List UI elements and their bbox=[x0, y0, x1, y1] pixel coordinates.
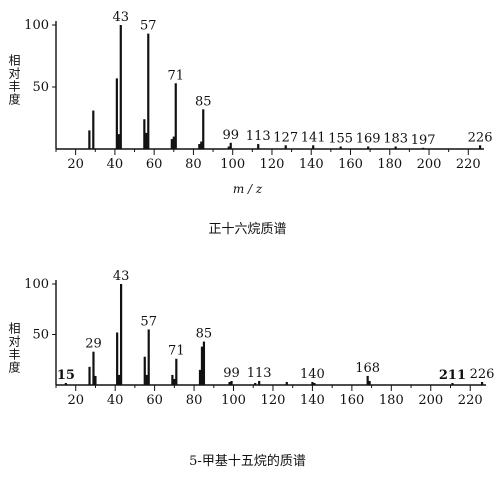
x-tick-label: 100 bbox=[220, 157, 245, 172]
peak-label: 43 bbox=[113, 10, 130, 25]
peak-label: 183 bbox=[383, 132, 408, 147]
y-axis-label: 相对丰度 bbox=[7, 322, 21, 374]
x-tick-label: 220 bbox=[458, 393, 483, 408]
x-tick-label: 100 bbox=[221, 393, 246, 408]
x-axis-label: m / z bbox=[232, 182, 263, 196]
x-tick-label: 20 bbox=[67, 393, 84, 408]
x-tick-label: 60 bbox=[146, 393, 163, 408]
chart-caption: 正十六烷质谱 bbox=[208, 222, 287, 237]
x-tick-label: 80 bbox=[185, 157, 202, 172]
peak-label: 226 bbox=[468, 130, 493, 145]
x-tick-label: 160 bbox=[339, 393, 364, 408]
x-tick-label: 40 bbox=[107, 157, 124, 172]
peak-label: 155 bbox=[328, 132, 353, 147]
peak-label: 226 bbox=[470, 367, 495, 382]
x-tick-label: 60 bbox=[146, 157, 163, 172]
peak-label: 85 bbox=[195, 94, 212, 109]
peak-label: 71 bbox=[168, 344, 185, 359]
spectrum-plot: 50 100 20 40 60 80 100 120 140 160 180 200 220 15 29 43… bbox=[24, 269, 495, 408]
chart-caption: 5-甲基十五烷的质谱 bbox=[189, 454, 306, 469]
peak-label: 29 bbox=[85, 337, 102, 352]
x-tick-label: 80 bbox=[186, 393, 203, 408]
y-axis-label: 相对丰度 bbox=[7, 54, 21, 106]
peak-label: 168 bbox=[355, 361, 380, 376]
spectrum-panel-hexadecane: 50 100 20 40 60 80 100 120 140 160 180 200 220 43 57 71… bbox=[7, 10, 493, 237]
y-tick-label: 100 bbox=[24, 18, 49, 33]
peak-label: 127 bbox=[273, 130, 298, 145]
spectrum-panel-methylpentadecane: 50 100 20 40 60 80 100 120 140 160 180 200 220 15 29 43… bbox=[0, 262, 495, 498]
x-tick-label: 160 bbox=[338, 157, 363, 172]
peak-label: 113 bbox=[247, 366, 272, 381]
peak-label: 113 bbox=[246, 129, 271, 144]
x-tick-label: 220 bbox=[456, 157, 481, 172]
x-tick-label: 180 bbox=[379, 393, 404, 408]
peak-label: 71 bbox=[167, 68, 184, 83]
peak-label: 141 bbox=[301, 130, 326, 145]
x-tick-label: 120 bbox=[260, 157, 285, 172]
x-tick-label: 200 bbox=[418, 393, 443, 408]
y-tick-label: 50 bbox=[32, 328, 49, 343]
spectrum-plot: 50 100 20 40 60 80 100 120 140 160 180 200 220 43 57 71… bbox=[24, 10, 493, 172]
peak-label: 57 bbox=[140, 314, 157, 329]
x-tick-label: 40 bbox=[107, 393, 124, 408]
peak-label: 169 bbox=[356, 132, 381, 147]
y-tick-label: 50 bbox=[32, 80, 49, 95]
y-tick-label: 100 bbox=[24, 277, 49, 292]
x-tick-label: 140 bbox=[299, 157, 324, 172]
x-tick-label: 200 bbox=[417, 157, 442, 172]
peak-label: 85 bbox=[196, 327, 213, 342]
peak-label: 197 bbox=[411, 133, 436, 148]
peak-label: 99 bbox=[223, 366, 240, 381]
peak-label: 211 bbox=[439, 368, 466, 383]
peak-label: 99 bbox=[222, 128, 239, 143]
peak-label: 57 bbox=[140, 19, 157, 34]
x-tick-label: 20 bbox=[67, 157, 84, 172]
peak-label: 15 bbox=[57, 368, 75, 383]
peak-label: 140 bbox=[300, 367, 325, 382]
x-tick-label: 120 bbox=[261, 393, 286, 408]
x-tick-label: 140 bbox=[300, 393, 325, 408]
x-tick-label: 180 bbox=[377, 157, 402, 172]
peak-label: 43 bbox=[113, 269, 130, 284]
